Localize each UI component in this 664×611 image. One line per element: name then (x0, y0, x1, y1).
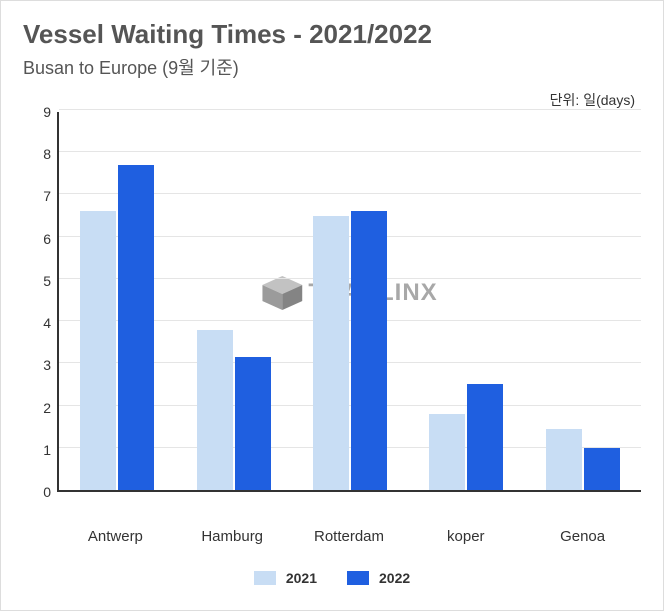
chart-container: Vessel Waiting Times - 2021/2022 Busan t… (0, 0, 664, 611)
y-tick-label: 9 (43, 104, 51, 120)
y-tick-label: 6 (43, 231, 51, 247)
legend-swatch (347, 571, 369, 585)
x-tick-label: Genoa (560, 528, 605, 545)
y-tick-label: 1 (43, 442, 51, 458)
chart-title: Vessel Waiting Times - 2021/2022 (23, 19, 641, 50)
x-tick-label: koper (447, 528, 485, 545)
bar-group (80, 165, 154, 490)
bar-group (313, 211, 387, 490)
plot-area: TRADLINX (57, 112, 641, 492)
chart-area: 0123456789 TRADLINX (23, 112, 641, 522)
y-tick-label: 5 (43, 273, 51, 289)
y-tick-label: 8 (43, 146, 51, 162)
y-tick-label: 7 (43, 188, 51, 204)
legend-item: 2022 (347, 570, 410, 586)
y-axis: 0123456789 (23, 112, 57, 492)
legend: 2021 2022 (23, 570, 641, 586)
bar (429, 414, 465, 490)
grid-line (59, 151, 641, 152)
bar-group (429, 384, 503, 490)
bar (584, 448, 620, 490)
bar (80, 211, 116, 490)
bar-group (546, 429, 620, 490)
legend-label: 2021 (286, 570, 317, 586)
chart-subtitle: Busan to Europe (9월 기준) (23, 54, 641, 80)
legend-label: 2022 (379, 570, 410, 586)
x-tick-label: Rotterdam (314, 528, 384, 545)
x-tick-label: Antwerp (88, 528, 143, 545)
bar-group (197, 330, 271, 490)
bar (351, 211, 387, 490)
bar (118, 165, 154, 490)
y-tick-label: 2 (43, 400, 51, 416)
y-tick-label: 4 (43, 315, 51, 331)
bar (235, 357, 271, 490)
x-tick-label: Hamburg (201, 528, 263, 545)
bar (467, 384, 503, 490)
unit-label: 단위: 일(days) (23, 90, 641, 110)
grid-line (59, 109, 641, 110)
legend-item: 2021 (254, 570, 317, 586)
y-tick-label: 3 (43, 357, 51, 373)
y-tick-label: 0 (43, 484, 51, 500)
bar (313, 216, 349, 490)
bar (197, 330, 233, 490)
bar (546, 429, 582, 490)
watermark-cube-icon (262, 276, 302, 310)
legend-swatch (254, 571, 276, 585)
x-axis-labels: Antwerp Hamburg Rotterdam koper Genoa (57, 522, 641, 552)
